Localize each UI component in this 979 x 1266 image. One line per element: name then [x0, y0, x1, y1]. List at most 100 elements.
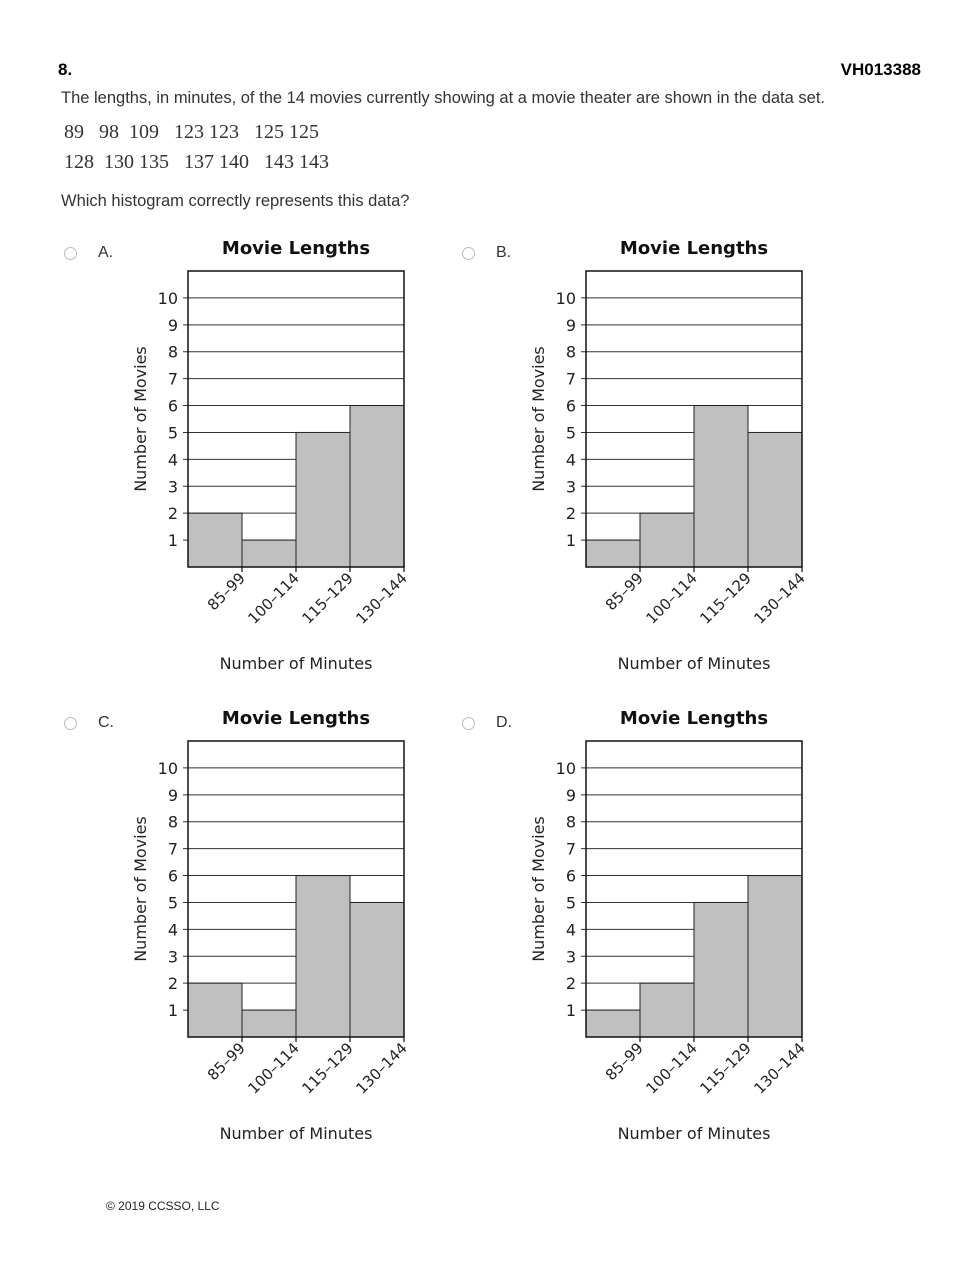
histogram-bar [693, 901, 749, 1038]
x-axis-label: Number of Minutes [618, 654, 771, 673]
y-tick-label: 6 [168, 867, 178, 886]
y-tick-label: 6 [168, 397, 178, 416]
y-tick-label: 1 [168, 531, 178, 550]
answer-option-a[interactable]: A. [64, 244, 113, 262]
x-tick-label: 130–144 [352, 569, 411, 628]
y-tick-label: 3 [566, 947, 576, 966]
x-tick-label: 115–129 [696, 1039, 755, 1098]
y-tick-label: 5 [566, 423, 576, 442]
histogram-bar [585, 1009, 641, 1038]
y-tick-label: 7 [168, 840, 178, 859]
option-letter: A. [98, 244, 114, 261]
y-tick-label: 3 [566, 477, 576, 496]
y-tick-label: 1 [168, 1001, 178, 1020]
histogram-bar [187, 982, 243, 1038]
histogram-bar [747, 875, 803, 1038]
histogram-bar [295, 875, 351, 1038]
y-tick-label: 2 [566, 974, 576, 993]
x-tick-label: 85–99 [204, 1039, 249, 1084]
data-set-row-2: 128 130 135 137 140 143 143 [64, 151, 329, 173]
y-tick-label: 4 [566, 450, 576, 469]
y-tick-label: 8 [168, 813, 178, 832]
question-prompt: The lengths, in minutes, of the 14 movie… [61, 89, 825, 107]
y-tick-label: 2 [168, 974, 178, 993]
histogram-bar [693, 405, 749, 568]
y-axis-label: Number of Movies [131, 816, 150, 962]
y-tick-label: 10 [158, 759, 178, 778]
histogram-bar [747, 431, 803, 568]
x-tick-label: 130–144 [352, 1039, 411, 1098]
y-tick-label: 5 [168, 893, 178, 912]
y-tick-label: 6 [566, 867, 576, 886]
y-tick-label: 2 [566, 504, 576, 523]
y-tick-label: 7 [566, 840, 576, 859]
x-tick-label: 85–99 [204, 569, 249, 614]
y-tick-label: 4 [566, 920, 576, 939]
y-tick-label: 4 [168, 450, 178, 469]
option-letter: B. [496, 244, 512, 261]
histogram-bar [295, 431, 351, 568]
y-tick-label: 5 [168, 423, 178, 442]
copyright-footer: © 2019 CCSSO, LLC [106, 1199, 220, 1213]
x-axis-label: Number of Minutes [220, 1124, 373, 1143]
x-axis-label: Number of Minutes [220, 654, 373, 673]
histogram-bar [349, 405, 405, 568]
histogram-chart-c: Movie Lengths 1 2 3 4 5 6 7 8 9 10 85–99100–114115–… [131, 708, 411, 1143]
y-tick-label: 10 [556, 289, 576, 308]
histogram-bar [639, 512, 695, 568]
chart-title: Movie Lengths [620, 708, 768, 729]
x-tick-label: 130–144 [750, 1039, 809, 1098]
x-tick-label: 130–144 [750, 569, 809, 628]
y-tick-label: 10 [556, 759, 576, 778]
option-letter: D. [496, 714, 512, 731]
y-tick-label: 9 [566, 786, 576, 805]
answer-option-b[interactable]: B. [462, 244, 511, 262]
y-axis-label: Number of Movies [529, 816, 548, 962]
radio-button[interactable] [462, 716, 475, 730]
y-tick-label: 5 [566, 893, 576, 912]
radio-button[interactable] [64, 246, 77, 260]
y-tick-label: 9 [168, 786, 178, 805]
item-id: VH013388 [840, 60, 921, 79]
histogram-bar [349, 901, 405, 1038]
x-tick-label: 100–114 [244, 1039, 303, 1098]
x-axis-label: Number of Minutes [618, 1124, 771, 1143]
x-tick-label: 115–129 [298, 1039, 357, 1098]
histogram-chart-b: Movie Lengths 1 2 3 4 5 6 7 8 9 10 85–99100–114115–… [529, 238, 809, 673]
x-tick-label: 115–129 [298, 569, 357, 628]
chart-title: Movie Lengths [620, 238, 768, 259]
y-tick-label: 9 [566, 316, 576, 335]
y-axis-label: Number of Movies [529, 346, 548, 492]
answer-option-d[interactable]: D. [462, 714, 512, 732]
x-tick-label: 85–99 [602, 569, 647, 614]
y-tick-label: 1 [566, 1001, 576, 1020]
histogram-bar [241, 539, 297, 568]
x-tick-label: 100–114 [642, 569, 701, 628]
radio-button[interactable] [462, 246, 475, 260]
y-tick-label: 2 [168, 504, 178, 523]
y-tick-label: 4 [168, 920, 178, 939]
histogram-chart-a: Movie Lengths 1 2 3 4 5 6 7 8 9 10 85–99100–114115–… [131, 238, 411, 673]
y-tick-label: 10 [158, 289, 178, 308]
radio-button[interactable] [64, 716, 77, 730]
x-tick-label: 85–99 [602, 1039, 647, 1084]
y-tick-label: 8 [566, 813, 576, 832]
y-tick-label: 9 [168, 316, 178, 335]
y-tick-label: 7 [168, 370, 178, 389]
chart-title: Movie Lengths [222, 708, 370, 729]
histogram-bar [639, 982, 695, 1038]
y-tick-label: 6 [566, 397, 576, 416]
y-axis-label: Number of Movies [131, 346, 150, 492]
chart-title: Movie Lengths [222, 238, 370, 259]
y-tick-label: 3 [168, 947, 178, 966]
y-tick-label: 1 [566, 531, 576, 550]
question-text: Which histogram correctly represents thi… [61, 192, 410, 210]
y-tick-label: 8 [566, 343, 576, 362]
x-tick-label: 115–129 [696, 569, 755, 628]
histogram-bar [241, 1009, 297, 1038]
y-tick-label: 3 [168, 477, 178, 496]
y-tick-label: 7 [566, 370, 576, 389]
histogram-bar [187, 512, 243, 568]
answer-option-c[interactable]: C. [64, 714, 114, 732]
data-set-row-1: 89 98 109 123 123 125 125 [64, 121, 319, 143]
